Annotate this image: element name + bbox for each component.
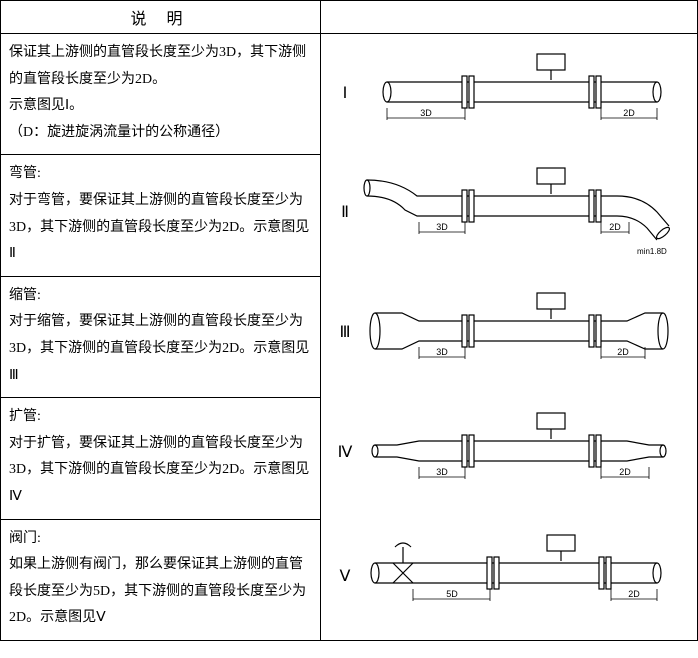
roman-2: Ⅱ (333, 202, 357, 222)
dim-5-down: 2D (628, 589, 640, 599)
fig-1: Ⅰ (321, 34, 697, 152)
svg-4: 3D 2D (357, 407, 697, 497)
fig-3: Ⅲ (321, 272, 697, 392)
desc-2: 弯管:对于弯管，要保证其上游侧的直管段长度至少为3D，其下游侧的直管段长度至少为… (1, 155, 321, 276)
svg-1: 3D 2D (357, 48, 697, 138)
header-title: 说 明 (1, 1, 321, 34)
roman-1: Ⅰ (333, 83, 357, 103)
fig-2: Ⅱ (321, 152, 697, 272)
dim-2-note: min1.8D (637, 247, 667, 256)
roman-4: Ⅳ (333, 442, 357, 462)
desc-1: 保证其上游侧的直管段长度至少为3D，其下游侧的直管段长度至少为2D。示意图见Ⅰ。… (1, 34, 321, 155)
dim-2-up: 3D (436, 222, 448, 232)
row-1: 保证其上游侧的直管段长度至少为3D，其下游侧的直管段长度至少为2D。示意图见Ⅰ。… (1, 34, 698, 155)
fig-5: Ⅴ (321, 512, 697, 640)
svg-3: 3D 2D (357, 287, 697, 377)
svg-2: 3D 2D min1.8D (357, 162, 697, 262)
dim-1-up: 3D (420, 108, 432, 118)
roman-5: Ⅴ (333, 566, 357, 586)
header-blank (321, 1, 698, 34)
dim-5-up: 5D (446, 589, 458, 599)
desc-5: 阀门:如果上游侧有阀门，那么要保证其上游侧的直管段长度至少为5D，其下游侧的直管… (1, 519, 321, 640)
dim-3-down: 2D (617, 347, 629, 357)
svg-5: 5D 2D (357, 529, 697, 624)
dim-4-down: 2D (619, 467, 631, 477)
dim-2-down: 2D (609, 222, 621, 232)
install-table: 说 明 保证其上游侧的直管段长度至少为3D，其下游侧的直管段长度至少为2D。示意… (0, 0, 698, 641)
desc-4: 扩管:对于扩管，要保证其上游侧的直管段长度至少为3D，其下游侧的直管段长度至少为… (1, 398, 321, 519)
header-row: 说 明 (1, 1, 698, 34)
dim-4-up: 3D (436, 467, 448, 477)
fig-4: Ⅳ (321, 392, 697, 512)
roman-3: Ⅲ (333, 322, 357, 342)
dim-1-down: 2D (623, 108, 635, 118)
figures-cell: Ⅰ (321, 34, 698, 641)
desc-3: 缩管:对于缩管，要保证其上游侧的直管段长度至少为3D，其下游侧的直管段长度至少为… (1, 276, 321, 397)
dim-3-up: 3D (436, 347, 448, 357)
